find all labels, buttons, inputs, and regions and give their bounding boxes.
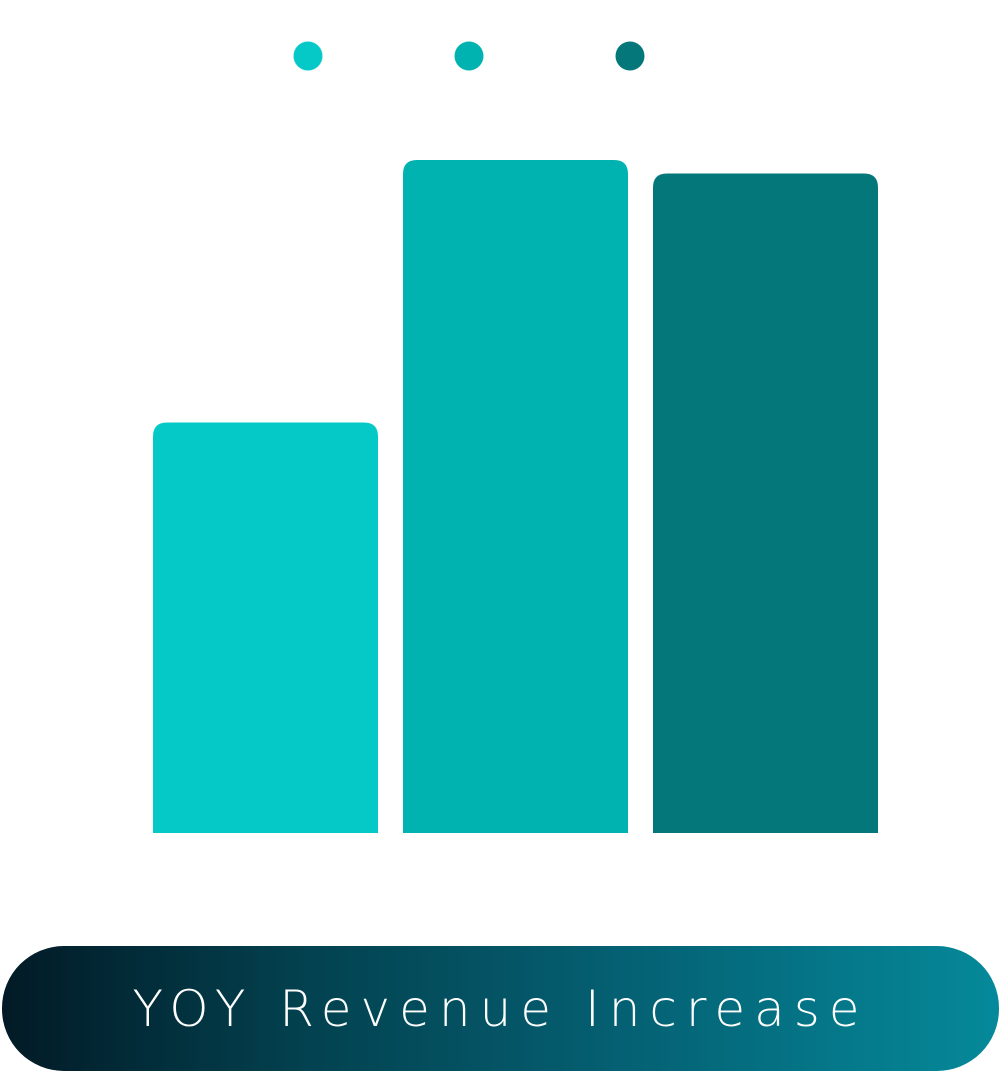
legend bbox=[293, 41, 645, 71]
bar-chart bbox=[153, 41, 878, 833]
legend-dot-3 bbox=[615, 41, 645, 71]
bar-3 bbox=[653, 173, 878, 833]
caption-banner: YOY Revenue Increase bbox=[2, 946, 999, 1071]
legend-dot-2 bbox=[454, 41, 484, 71]
bar-1 bbox=[153, 422, 378, 833]
chart-caption: YOY Revenue Increase bbox=[132, 979, 869, 1038]
bars-group bbox=[153, 160, 878, 833]
legend-dot-1 bbox=[293, 41, 323, 71]
bar-2 bbox=[403, 160, 628, 833]
